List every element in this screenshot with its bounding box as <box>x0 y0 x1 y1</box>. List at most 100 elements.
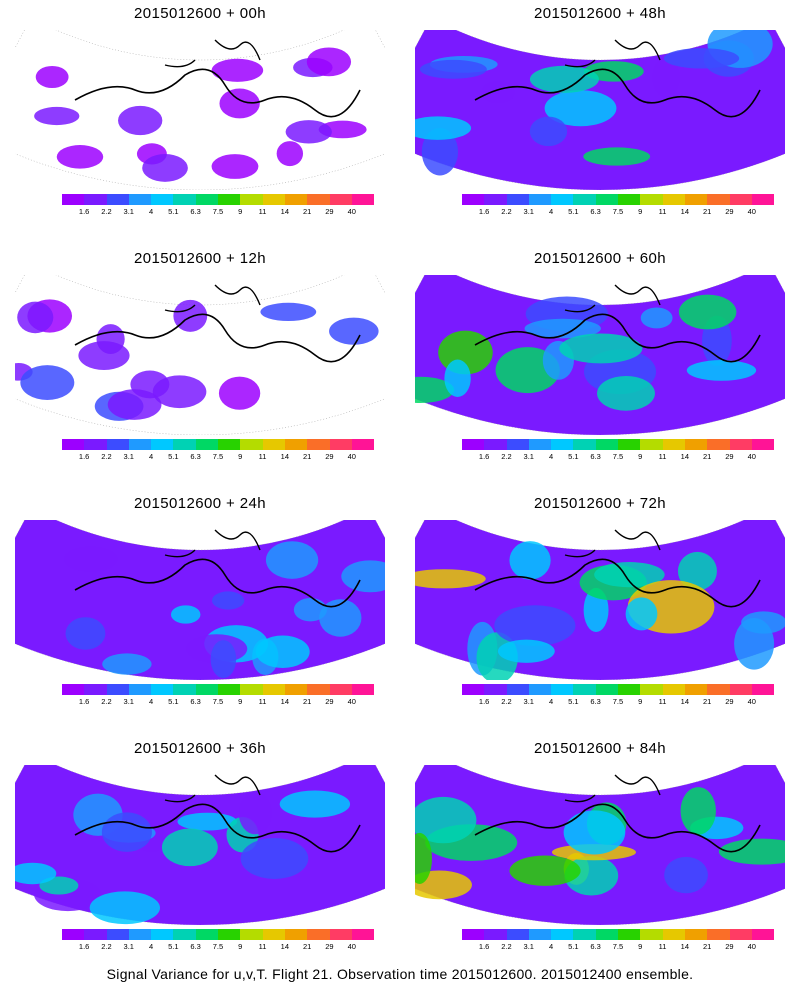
colorbar-tick-label: 3.1 <box>523 452 534 461</box>
colorbar-swatch <box>640 194 663 205</box>
colorbar-swatch <box>284 194 308 205</box>
panel-title: 2015012600 + 72h <box>534 495 666 512</box>
colorbar-tick-label: 7.5 <box>212 452 224 461</box>
colorbar-tick-label: 2.2 <box>501 452 512 461</box>
colorbar-swatch <box>218 684 241 695</box>
forecast-panel: 2015012600 + 36h 1.6 2.2 3.1 4 5.1 6.3 7.5 9 11 14… <box>0 735 400 980</box>
colorbar-tick-label: 14 <box>680 697 690 706</box>
colorbar-swatch <box>151 684 174 695</box>
variance-contour <box>219 88 260 119</box>
variance-contour <box>276 141 304 167</box>
variance-map <box>415 520 785 680</box>
colorbar-swatch <box>506 684 529 695</box>
colorbar-tick-label: 2.2 <box>101 697 112 706</box>
colorbar-tick-label: 14 <box>680 452 690 461</box>
colorbar-labels: 1.6 2.2 3.1 4 5.1 6.3 7.5 9 11 14 21 29 40 <box>450 207 770 219</box>
colorbar-tick-label: 9 <box>638 452 643 461</box>
colorbar-swatch <box>84 929 107 940</box>
variance-contour <box>664 856 708 894</box>
colorbar-tick-label: 3.1 <box>523 697 534 706</box>
forecast-panel: 2015012600 + 12h 1.6 2.2 3.1 4 5.1 6.3 7.5 9 11 14… <box>0 245 400 490</box>
colorbar-tick-label: 9 <box>238 207 243 216</box>
variance-contour <box>173 299 208 332</box>
colorbar-swatch <box>284 929 308 940</box>
colorbar-tick-label: 21 <box>702 942 712 951</box>
colorbar-tick-label: 21 <box>302 697 312 706</box>
colorbar-swatch <box>751 929 775 940</box>
variance-map <box>415 30 785 190</box>
colorbar-tick-label: 4 <box>148 452 154 461</box>
variance-contour <box>678 294 737 330</box>
variance-map <box>15 765 385 925</box>
colorbar-swatch <box>128 929 152 940</box>
variance-contour <box>583 147 651 166</box>
colorbar-tick-label: 2.2 <box>101 207 112 216</box>
colorbar-swatch <box>62 194 85 205</box>
variance-contour <box>529 65 599 93</box>
coastline <box>164 39 261 68</box>
colorbar-swatch <box>595 194 619 205</box>
colorbar-tick-label: 14 <box>680 942 690 951</box>
colorbar-tick-label: 7.5 <box>612 697 624 706</box>
panel-title: 2015012600 + 60h <box>534 250 666 267</box>
variance-contour <box>63 546 118 572</box>
colorbar-tick-label: 2.2 <box>501 207 512 216</box>
panel-title: 2015012600 + 00h <box>134 5 266 22</box>
colorbar-tick-label: 6.3 <box>590 942 601 951</box>
colorbar-tick-label: 1.6 <box>478 207 490 216</box>
variance-contour <box>640 307 673 329</box>
colorbar-tick-label: 7.5 <box>612 207 624 216</box>
variance-contour <box>102 653 152 675</box>
colorbar-tick-label: 11 <box>658 207 667 216</box>
colorbar-swatch <box>307 684 330 695</box>
variance-contour <box>509 855 581 886</box>
colorbar-tick-label: 5.1 <box>568 697 579 706</box>
colorbar-swatch <box>262 439 285 450</box>
colorbar-labels: 1.6 2.2 3.1 4 5.1 6.3 7.5 9 11 14 21 29 40 <box>50 452 370 464</box>
colorbar-swatch <box>173 929 196 940</box>
variance-contour <box>211 58 264 82</box>
colorbar-tick-label: 14 <box>280 207 290 216</box>
panel-title: 2015012600 + 24h <box>134 495 266 512</box>
forecast-panel: 2015012600 + 48h 1.6 2.2 3.1 4 5.1 6.3 7.5 9 11 14… <box>400 0 800 245</box>
colorbar-swatch <box>751 684 775 695</box>
colorbar-swatch <box>729 439 752 450</box>
variance-contour <box>594 562 665 588</box>
colorbar-tick-label: 7.5 <box>212 697 224 706</box>
colorbar-swatch <box>173 439 196 450</box>
variance-contour <box>341 560 385 593</box>
colorbar-swatch <box>528 439 552 450</box>
colorbar-labels: 1.6 2.2 3.1 4 5.1 6.3 7.5 9 11 14 21 29 40 <box>50 207 370 219</box>
variance-contour <box>177 812 238 831</box>
colorbar-swatch <box>684 439 708 450</box>
variance-contour <box>509 541 551 580</box>
colorbar-tick-label: 21 <box>702 697 712 706</box>
panel-title: 2015012600 + 36h <box>134 740 266 757</box>
colorbar-tick-label: 29 <box>325 942 334 951</box>
variance-contour <box>329 317 379 345</box>
colorbar-tick-label: 9 <box>238 697 243 706</box>
variance-contour <box>255 635 310 668</box>
colorbar-tick-label: 40 <box>347 697 356 706</box>
colorbar-tick-label: 4 <box>548 697 554 706</box>
colorbar-swatch <box>329 194 352 205</box>
colorbar-swatch <box>151 929 174 940</box>
colorbar-swatch <box>151 439 174 450</box>
colorbar-swatch <box>329 929 352 940</box>
colorbar-swatch <box>528 684 552 695</box>
colorbar-tick-label: 29 <box>725 452 734 461</box>
colorbar-swatch <box>618 684 641 695</box>
colorbar-swatch <box>262 194 285 205</box>
colorbar-swatch <box>240 439 263 450</box>
colorbar-tick-label: 11 <box>258 697 267 706</box>
variance-contour <box>583 61 644 82</box>
colorbar-swatch <box>551 439 574 450</box>
colorbar-swatch <box>751 439 775 450</box>
colorbar <box>462 929 775 940</box>
colorbar-swatch <box>484 439 507 450</box>
colorbar-swatch <box>84 684 107 695</box>
colorbar-swatch <box>218 194 241 205</box>
colorbar-tick-label: 4 <box>548 207 554 216</box>
colorbar-tick-label: 40 <box>747 452 756 461</box>
colorbar-swatch <box>528 194 552 205</box>
